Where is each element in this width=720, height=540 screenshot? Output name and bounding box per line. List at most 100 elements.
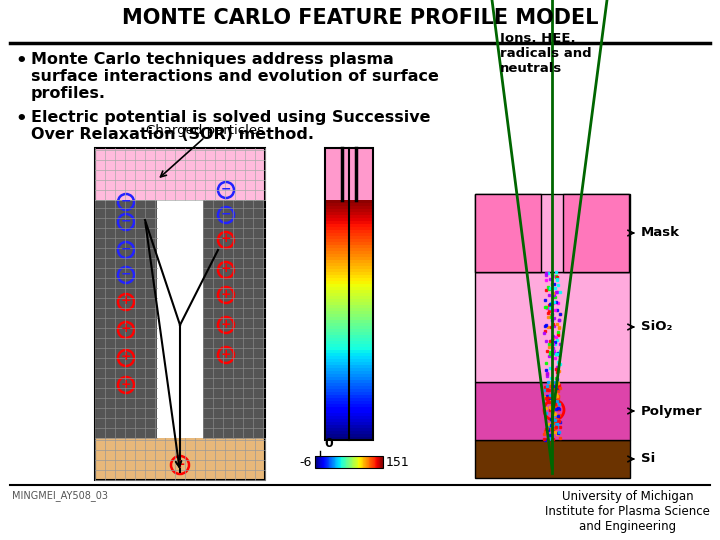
Bar [325, 220, 373, 224]
Bar [330, 456, 331, 468]
Bar [361, 456, 362, 468]
Bar [95, 148, 265, 200]
Bar [325, 413, 373, 416]
Text: surface interactions and evolution of surface: surface interactions and evolution of su… [31, 69, 439, 84]
Bar [325, 347, 373, 350]
Bar [342, 456, 343, 468]
Bar [325, 376, 373, 380]
Bar [325, 268, 373, 272]
Bar [373, 456, 374, 468]
Bar [318, 456, 320, 468]
Text: −: − [121, 194, 131, 207]
Bar [325, 272, 373, 275]
Bar [333, 456, 335, 468]
Bar [364, 456, 366, 468]
Bar [325, 235, 373, 239]
Bar [325, 368, 373, 371]
Bar [316, 456, 317, 468]
Bar [475, 194, 541, 272]
Bar [374, 456, 376, 468]
Bar [351, 456, 352, 468]
Bar [325, 355, 373, 359]
Text: Si: Si [641, 453, 655, 465]
Bar [352, 456, 354, 468]
Bar [348, 456, 349, 468]
Bar [325, 316, 373, 320]
Text: +: + [121, 350, 131, 363]
Bar [331, 456, 333, 468]
Bar [351, 456, 353, 468]
Bar [325, 230, 373, 233]
Bar [325, 403, 373, 407]
Bar [95, 200, 157, 438]
Bar [327, 456, 328, 468]
Bar [325, 241, 373, 245]
Bar [339, 456, 340, 468]
Bar [325, 218, 373, 221]
Bar [363, 456, 364, 468]
Bar [356, 456, 358, 468]
Bar [376, 456, 377, 468]
Bar [333, 456, 334, 468]
Bar [325, 422, 373, 425]
Bar [325, 202, 373, 206]
Bar [325, 148, 373, 440]
Bar [325, 436, 373, 440]
Bar [345, 456, 346, 468]
Bar [325, 307, 373, 311]
Bar [325, 293, 373, 296]
Bar [325, 370, 373, 374]
Bar [338, 456, 339, 468]
Bar [325, 359, 373, 362]
Bar [325, 374, 373, 377]
Bar [320, 456, 321, 468]
Bar [367, 456, 368, 468]
Bar [370, 456, 372, 468]
Bar [325, 280, 373, 284]
Bar [347, 456, 348, 468]
Bar [325, 224, 373, 227]
Bar [332, 456, 333, 468]
Text: Monte Carlo techniques address plasma: Monte Carlo techniques address plasma [31, 52, 394, 67]
Bar [382, 456, 383, 468]
Bar [325, 262, 373, 266]
Bar [360, 456, 361, 468]
Bar [95, 438, 265, 480]
Bar [563, 194, 629, 272]
Bar [323, 456, 324, 468]
Bar [378, 456, 379, 468]
Bar [325, 434, 373, 437]
Text: MONTE CARLO FEATURE PROFILE MODEL: MONTE CARLO FEATURE PROFILE MODEL [122, 8, 598, 28]
Bar [325, 305, 373, 308]
Bar [365, 456, 366, 468]
Bar [325, 424, 373, 428]
Bar [325, 208, 373, 212]
Text: +: + [175, 457, 185, 470]
Text: −: − [121, 242, 131, 255]
Bar [368, 456, 369, 468]
Text: +: + [221, 318, 231, 330]
Text: +: + [121, 377, 131, 390]
Bar [325, 407, 373, 410]
Bar [328, 456, 330, 468]
Bar [319, 456, 320, 468]
Bar [325, 328, 373, 332]
Bar [325, 409, 373, 413]
Bar [336, 456, 338, 468]
Bar [475, 382, 630, 440]
Text: +: + [121, 322, 131, 335]
Text: -6: -6 [300, 456, 312, 469]
Bar [325, 253, 373, 257]
Bar [321, 456, 322, 468]
Bar [475, 272, 630, 382]
Text: −: − [221, 183, 231, 195]
Bar [325, 299, 373, 302]
Text: MINGMEI_AY508_03: MINGMEI_AY508_03 [12, 490, 108, 501]
Bar [377, 456, 378, 468]
Bar [325, 260, 373, 263]
Text: −: − [221, 207, 231, 220]
Bar [349, 456, 350, 468]
Bar [335, 456, 336, 468]
Bar [315, 456, 316, 468]
Bar [355, 456, 356, 468]
